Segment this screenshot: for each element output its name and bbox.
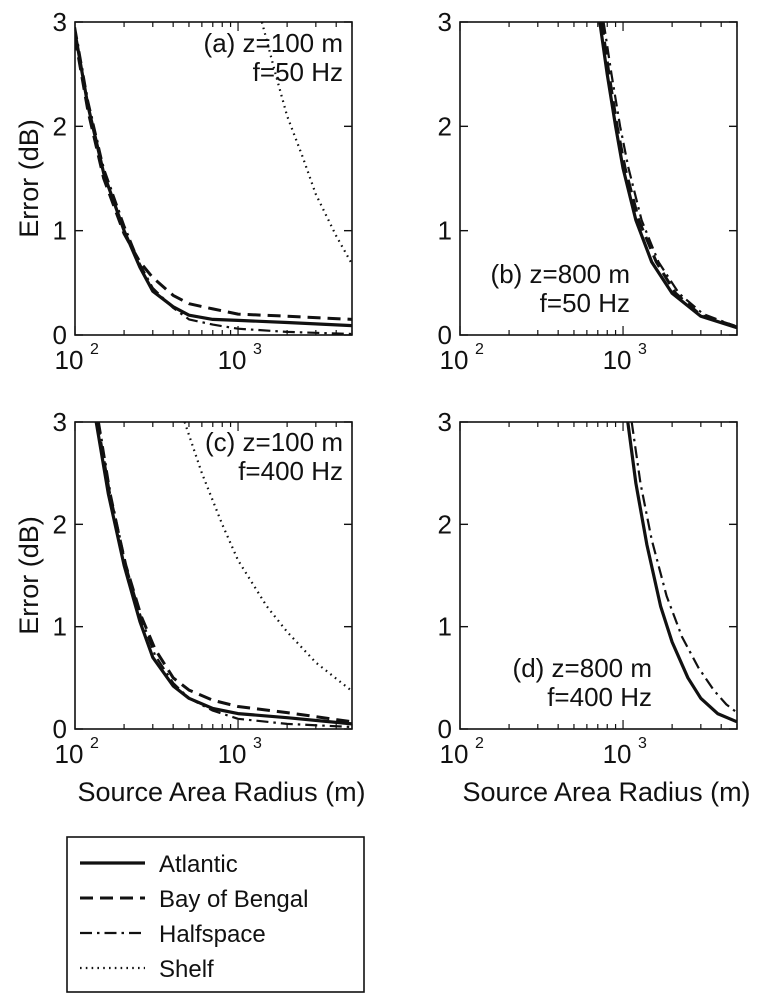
plot-frame [74, 421, 353, 730]
x-tick-label: 10 [603, 739, 632, 769]
series-line-atlantic [626, 422, 737, 724]
y-tick-label: 0 [438, 714, 452, 744]
panel-annotation: (a) z=100 m [204, 28, 343, 58]
series-line-halfspace [97, 422, 352, 729]
legend-label: Halfspace [159, 921, 266, 948]
x-tick-label: 10 [440, 345, 469, 375]
x-tick-exponent: 3 [253, 735, 262, 752]
plot-frame [459, 421, 738, 730]
series-line-shelf [260, 22, 352, 265]
x-tick-exponent: 3 [638, 341, 647, 358]
x-tick-label: 10 [603, 345, 632, 375]
y-tick-label: 2 [438, 111, 452, 141]
y-tick-label: 0 [438, 320, 452, 350]
panel-annotation: f=50 Hz [253, 57, 343, 87]
series-line-bay-of-bengal [600, 22, 737, 329]
legend: Atlantic Bay of Bengal Halfspace Shelf [66, 836, 365, 993]
x-tick-label: 10 [440, 739, 469, 769]
panel-annotation: (c) z=100 m [205, 427, 343, 457]
series-line-bay-of-bengal [75, 37, 352, 321]
y-tick-label: 3 [438, 7, 452, 37]
chart-panel-d: 0 1 2 3 10 2 10 3 Source Area Radius (m) (d) z=80… [438, 407, 751, 807]
y-axis-label: Error (dB) [14, 119, 44, 238]
chart-panel-a: 0 1 2 3 10 2 10 3 Error (dB) (a) z=100 mf=50 Hz [14, 7, 353, 375]
legend-label: Atlantic [159, 851, 238, 878]
x-tick-exponent: 3 [638, 735, 647, 752]
y-tick-label: 2 [53, 509, 67, 539]
chart-panel-b: 0 1 2 3 10 2 10 3 (b) z=800 mf=50 Hz [438, 7, 738, 375]
series-line-atlantic [94, 422, 352, 726]
y-tick-label: 1 [53, 612, 67, 642]
series-line-shelf [183, 422, 352, 692]
panel-annotation: f=400 Hz [547, 682, 652, 712]
x-tick-label: 10 [218, 345, 247, 375]
panel-annotation: (d) z=800 m [513, 653, 652, 683]
y-tick-label: 1 [438, 216, 452, 246]
x-tick-exponent: 2 [475, 735, 484, 752]
y-tick-label: 2 [438, 509, 452, 539]
x-tick-exponent: 3 [253, 341, 262, 358]
plot-frame [459, 21, 738, 336]
x-tick-exponent: 2 [475, 341, 484, 358]
legend-label: Bay of Bengal [159, 886, 308, 913]
x-tick-label: 10 [55, 345, 84, 375]
y-tick-label: 0 [53, 714, 67, 744]
y-tick-label: 3 [53, 407, 67, 437]
series-line-halfspace [75, 27, 352, 335]
y-tick-label: 3 [53, 7, 67, 37]
series-line-halfspace [602, 22, 737, 328]
series-line-halfspace [630, 422, 737, 714]
panel-annotation: (b) z=800 m [491, 259, 630, 289]
x-tick-exponent: 2 [90, 341, 99, 358]
legend-label: Shelf [159, 956, 214, 983]
x-tick-exponent: 2 [90, 735, 99, 752]
x-axis-label: Source Area Radius (m) [77, 777, 365, 807]
x-tick-label: 10 [218, 739, 247, 769]
series-line-bay-of-bengal [95, 422, 352, 724]
y-axis-label: Error (dB) [14, 516, 44, 635]
plot-frame [74, 21, 353, 336]
chart-panel-c: 0 1 2 3 10 2 10 3 Error (dB) Source Area Radius (… [14, 407, 366, 807]
panel-annotation: f=50 Hz [540, 288, 630, 318]
y-tick-label: 0 [53, 320, 67, 350]
x-tick-label: 10 [55, 739, 84, 769]
y-tick-label: 1 [438, 612, 452, 642]
panel-annotation: f=400 Hz [238, 456, 343, 486]
y-tick-label: 3 [438, 407, 452, 437]
x-axis-label: Source Area Radius (m) [462, 777, 750, 807]
y-tick-label: 2 [53, 111, 67, 141]
y-tick-label: 1 [53, 216, 67, 246]
